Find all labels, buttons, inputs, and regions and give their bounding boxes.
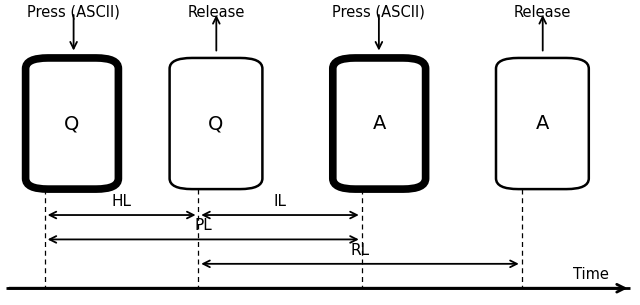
- Text: Time: Time: [573, 267, 609, 282]
- Text: Press (ASCII): Press (ASCII): [27, 5, 120, 20]
- FancyBboxPatch shape: [496, 58, 589, 189]
- Text: A: A: [536, 114, 549, 133]
- Text: HL: HL: [111, 194, 132, 209]
- Text: Press (ASCII): Press (ASCII): [332, 5, 426, 20]
- FancyBboxPatch shape: [170, 58, 262, 189]
- Text: IL: IL: [274, 194, 287, 209]
- Text: Release: Release: [514, 5, 572, 20]
- FancyBboxPatch shape: [333, 58, 426, 189]
- Text: Release: Release: [188, 5, 245, 20]
- FancyBboxPatch shape: [26, 58, 118, 189]
- Text: A: A: [372, 114, 386, 133]
- Text: Q: Q: [208, 114, 224, 133]
- Text: RL: RL: [351, 243, 370, 258]
- Text: PL: PL: [194, 218, 212, 233]
- Text: Q: Q: [64, 114, 80, 133]
